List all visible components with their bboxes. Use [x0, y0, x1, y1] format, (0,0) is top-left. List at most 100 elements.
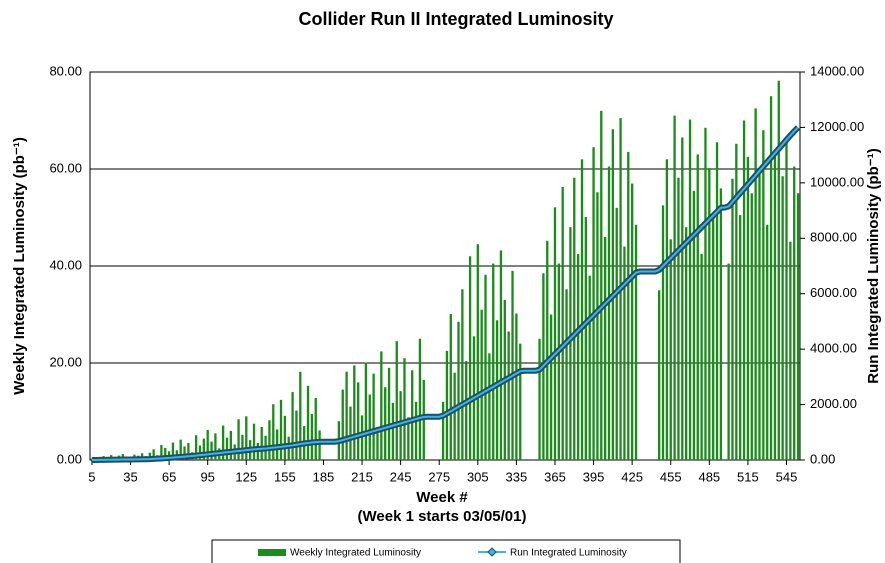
- bar: [665, 159, 669, 461]
- bar: [704, 127, 707, 461]
- bar: [669, 239, 672, 460]
- bar: [576, 253, 580, 460]
- bar: [796, 193, 800, 460]
- bar: [754, 108, 757, 460]
- bar: [750, 193, 753, 460]
- x-tick-label: 305: [467, 469, 489, 484]
- bar: [449, 314, 452, 460]
- bar: [685, 227, 688, 460]
- bar: [700, 253, 703, 460]
- bar: [465, 361, 468, 460]
- bar: [688, 119, 692, 460]
- y-tick-label: 0.00: [57, 451, 82, 466]
- bar: [569, 227, 572, 460]
- bar: [515, 313, 518, 460]
- bar: [395, 341, 398, 460]
- bar: [627, 152, 630, 460]
- bar: [565, 289, 568, 460]
- bar: [384, 387, 387, 460]
- chart-title: Collider Run II Integrated Luminosity: [298, 9, 613, 29]
- bar: [789, 241, 792, 460]
- bar: [299, 371, 302, 460]
- bar: [507, 331, 510, 460]
- bar: [441, 401, 445, 460]
- bar: [206, 429, 209, 460]
- x-tick-label: 35: [123, 469, 137, 484]
- bar: [360, 415, 364, 460]
- bar: [221, 425, 225, 460]
- y-tick-label: 80.00: [49, 63, 82, 78]
- bar: [538, 338, 541, 460]
- bar: [603, 236, 607, 460]
- bar: [519, 343, 522, 460]
- bar: [314, 397, 317, 460]
- x-tick-label: 425: [621, 469, 643, 484]
- bar: [696, 154, 699, 460]
- bar: [488, 353, 491, 460]
- bar: [179, 439, 182, 460]
- bar: [495, 320, 499, 460]
- x-tick-label: 65: [162, 469, 176, 484]
- bar: [164, 447, 167, 460]
- bar: [225, 437, 229, 460]
- bar: [387, 367, 391, 460]
- bar: [364, 362, 368, 460]
- bar: [260, 427, 263, 460]
- bar: [214, 433, 217, 460]
- line-outline: [91, 125, 801, 463]
- y2-tick-label: 4000.00: [810, 341, 857, 356]
- bar: [187, 443, 190, 460]
- y2-tick-label: 0.00: [810, 451, 835, 466]
- bar: [584, 217, 587, 460]
- bar: [762, 130, 765, 460]
- bar: [380, 351, 383, 460]
- bar: [719, 188, 723, 460]
- bar: [769, 96, 773, 460]
- bar: [372, 373, 375, 460]
- bar: [557, 263, 560, 460]
- legend-swatch: [258, 549, 286, 556]
- bar: [742, 120, 746, 460]
- bar: [310, 413, 314, 460]
- bar: [453, 372, 456, 460]
- bar: [681, 137, 684, 460]
- line: [91, 126, 799, 461]
- bar: [245, 416, 248, 460]
- bar: [194, 435, 198, 460]
- legend-box: [211, 539, 681, 563]
- bar: [484, 274, 487, 460]
- y-tick-label: 60.00: [49, 160, 82, 175]
- x-tick-label: 5: [88, 469, 95, 484]
- bar: [457, 321, 460, 460]
- bar: [793, 166, 796, 460]
- bar: [692, 190, 696, 460]
- bar: [318, 430, 321, 460]
- bar: [376, 428, 379, 460]
- x-tick-label: 245: [390, 469, 412, 484]
- bar: [546, 240, 549, 460]
- x-tick-label: 545: [776, 469, 798, 484]
- bar: [468, 256, 472, 460]
- plot-frame: [89, 71, 801, 461]
- bar: [600, 110, 603, 461]
- bar: [630, 183, 634, 461]
- bar: [279, 399, 283, 460]
- legend-label: Run Integrated Luminosity: [510, 548, 627, 559]
- bar: [499, 250, 503, 460]
- y2-tick-label: 8000.00: [810, 230, 857, 245]
- bar: [549, 314, 553, 460]
- x-tick-label: 275: [428, 469, 450, 484]
- bar: [202, 438, 205, 460]
- bar: [596, 192, 599, 460]
- bar: [480, 309, 483, 460]
- bar: [773, 152, 777, 460]
- x-tick-label: 155: [274, 469, 296, 484]
- bar: [476, 244, 479, 460]
- bar: [634, 224, 638, 460]
- y2-axis-title: Run Integrated Luminosity (pb⁻¹): [865, 148, 882, 383]
- legend-marker: [487, 547, 497, 557]
- bar: [353, 365, 356, 460]
- bar: [252, 423, 256, 460]
- bar: [152, 449, 155, 460]
